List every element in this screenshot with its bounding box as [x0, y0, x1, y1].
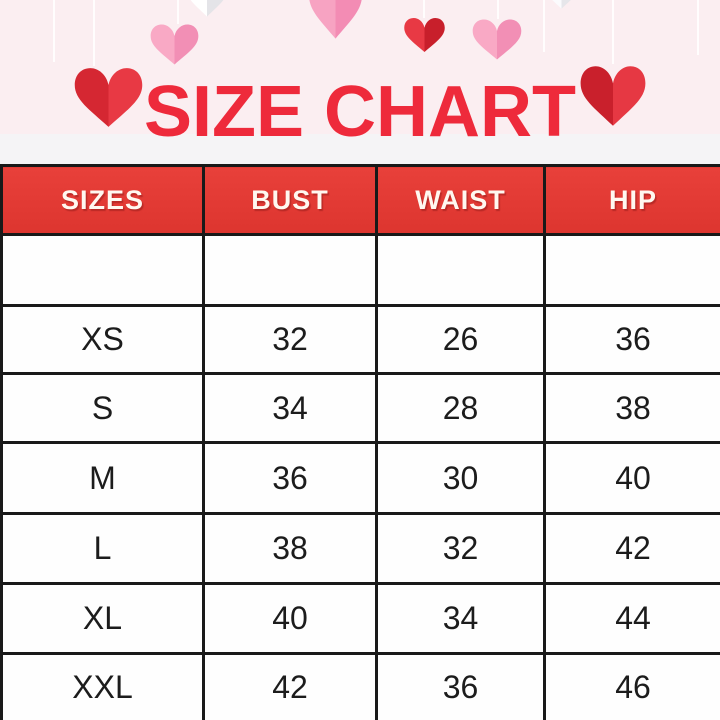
- column-header-sizes: SIZES: [0, 164, 205, 236]
- hip-value: 40: [543, 441, 720, 515]
- hanging-string: [53, 0, 55, 62]
- column-header-waist: WAIST: [375, 164, 546, 236]
- hanging-string: [612, 0, 614, 64]
- table-cell: [375, 233, 546, 307]
- waist-value: 30: [375, 441, 546, 515]
- waist-value: 32: [375, 512, 546, 585]
- size-label: M: [0, 441, 205, 515]
- size-label: XXL: [0, 652, 205, 720]
- hanging-string: [177, 0, 179, 24]
- column-header-bust: BUST: [202, 164, 378, 236]
- bust-value: 34: [202, 372, 378, 444]
- bust-value: 42: [202, 652, 378, 720]
- waist-value: 34: [375, 582, 546, 655]
- pink-heart-icon: [150, 24, 199, 65]
- bust-value: 32: [202, 304, 378, 375]
- size-label: XL: [0, 582, 205, 655]
- table-cell: [0, 233, 205, 307]
- waist-value: 36: [375, 652, 546, 720]
- hanging-string: [497, 0, 499, 19]
- white-heart-icon: [552, 0, 571, 9]
- size-label: L: [0, 512, 205, 585]
- hip-value: 38: [543, 372, 720, 444]
- red-heart-icon: [404, 17, 445, 53]
- table-row-l: L 38 32 42: [0, 512, 720, 585]
- hip-value: 36: [543, 304, 720, 375]
- divider-band: [0, 134, 720, 164]
- hanging-string: [423, 0, 425, 18]
- pink-heart-icon: [472, 19, 522, 60]
- table-row-m: M 36 30 40: [0, 441, 720, 515]
- table-row-xxl: XXL 42 36 46: [0, 652, 720, 720]
- table-cell: [202, 233, 378, 307]
- page-title: SIZE CHART: [144, 72, 576, 152]
- table-header-row: SIZES BUST WAIST HIP: [0, 164, 720, 236]
- hip-value: 46: [543, 652, 720, 720]
- table-row-xl: XL 40 34 44: [0, 582, 720, 655]
- table-row-xs: XS 32 26 36: [0, 304, 720, 375]
- hip-value: 42: [543, 512, 720, 585]
- hanging-string: [93, 0, 95, 66]
- column-header-hip: HIP: [543, 164, 720, 236]
- header-banner: SIZE CHART: [0, 0, 720, 164]
- size-label: S: [0, 372, 205, 444]
- hanging-string: [543, 0, 545, 52]
- bust-value: 40: [202, 582, 378, 655]
- bust-value: 36: [202, 441, 378, 515]
- hanging-string: [697, 0, 699, 55]
- hip-value: 44: [543, 582, 720, 655]
- table-cell: [543, 233, 720, 307]
- table-empty-row: [0, 233, 720, 307]
- waist-value: 26: [375, 304, 546, 375]
- pink-heart-icon: [309, 0, 362, 39]
- size-label: XS: [0, 304, 205, 375]
- waist-value: 28: [375, 372, 546, 444]
- white-heart-icon: [190, 0, 224, 17]
- size-chart-table: SIZES BUST WAIST HIP XS 32 26 36 S 34 28…: [0, 164, 720, 720]
- bust-value: 38: [202, 512, 378, 585]
- table-row-s: S 34 28 38: [0, 372, 720, 444]
